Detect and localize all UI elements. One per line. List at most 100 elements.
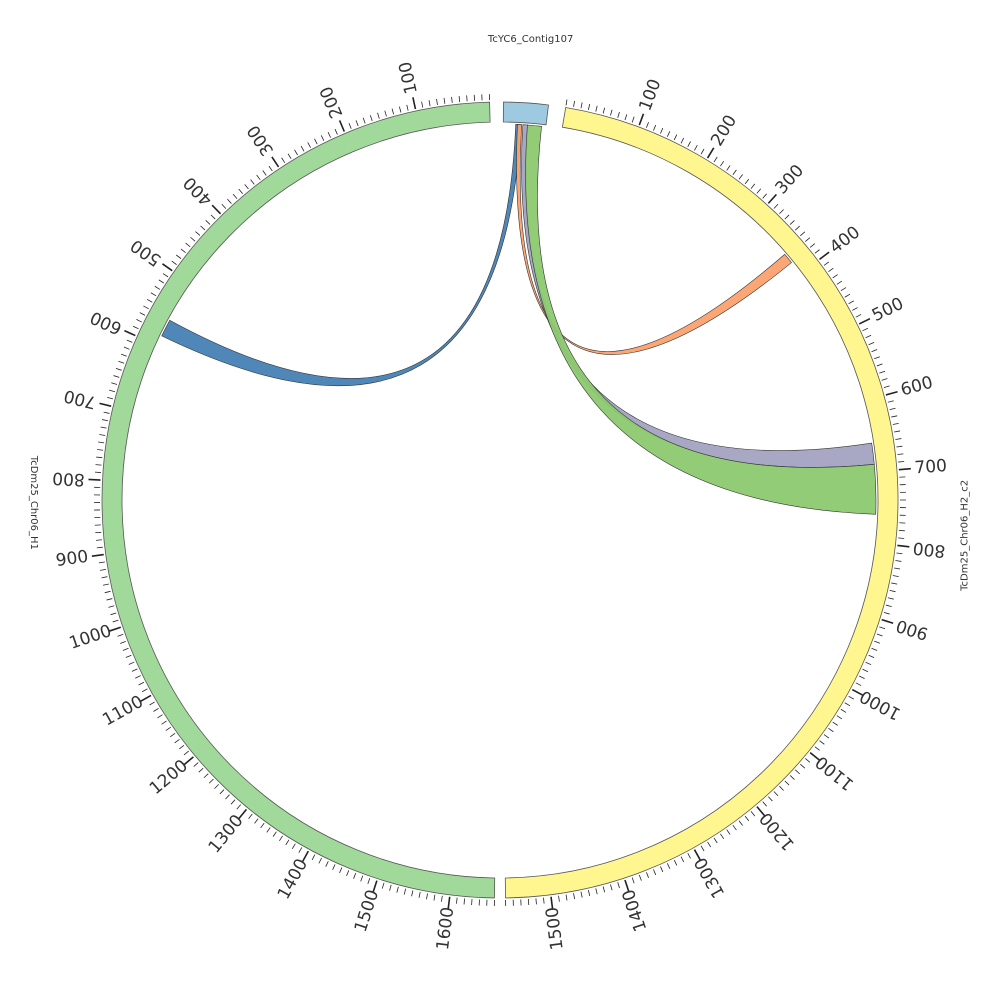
minor-tick [109, 390, 115, 392]
tick-label: 1300 [691, 854, 730, 902]
tick-label: 1300 [205, 811, 248, 857]
minor-tick [151, 293, 156, 296]
minor-tick [269, 166, 272, 171]
minor-tick [653, 125, 655, 131]
tick-label: 1100 [99, 692, 147, 731]
minor-tick [378, 113, 380, 119]
minor-tick [166, 727, 171, 730]
minor-tick [390, 885, 392, 891]
major-tick [141, 695, 151, 701]
minor-tick [824, 262, 829, 266]
minor-tick [877, 364, 883, 366]
minor-tick [820, 741, 825, 745]
minor-tick [407, 105, 408, 111]
major-tick [886, 392, 898, 395]
minor-tick [879, 371, 885, 373]
tick-label: 1400 [619, 887, 652, 934]
minor-tick [660, 866, 662, 871]
minor-tick [610, 110, 612, 116]
minor-tick [382, 883, 384, 889]
minor-tick [874, 641, 880, 643]
minor-tick [701, 149, 704, 154]
minor-tick [745, 179, 749, 184]
minor-tick [714, 157, 717, 162]
major-tick [373, 881, 377, 892]
minor-tick [397, 887, 399, 893]
minor-tick [688, 853, 691, 858]
minor-tick [464, 898, 465, 904]
minor-tick [891, 583, 897, 584]
tick-label: 100 [635, 76, 665, 113]
minor-tick [299, 847, 302, 852]
minor-tick [96, 540, 102, 541]
minor-tick [153, 708, 158, 711]
tick-label: 600 [87, 307, 125, 339]
minor-tick [412, 890, 413, 896]
minor-tick [862, 328, 867, 331]
minor-tick [419, 892, 420, 898]
minor-tick [143, 306, 148, 309]
major-tick [448, 897, 450, 909]
minor-tick [104, 412, 110, 413]
minor-tick [895, 561, 901, 562]
minor-tick [751, 811, 755, 816]
minor-tick [392, 109, 394, 115]
minor-tick [116, 368, 122, 370]
minor-tick [113, 620, 119, 622]
minor-tick [204, 774, 208, 778]
tick-label: 1100 [812, 751, 858, 794]
minor-tick [667, 131, 670, 136]
major-tick [820, 252, 830, 259]
major-tick [768, 194, 776, 203]
minor-tick [385, 111, 387, 117]
minor-tick [800, 764, 805, 768]
minor-tick [140, 313, 145, 316]
tick-label: 1000 [67, 621, 114, 654]
minor-tick [653, 869, 655, 875]
minor-tick [610, 884, 612, 890]
major-tick [92, 555, 104, 557]
minor-tick [886, 605, 892, 607]
minor-tick [774, 204, 778, 208]
major-tick [859, 319, 870, 324]
major-tick [757, 807, 765, 816]
minor-tick [349, 123, 351, 129]
minor-tick [898, 462, 904, 463]
minor-tick [245, 184, 249, 189]
major-tick [303, 851, 309, 862]
minor-tick [452, 97, 453, 103]
minor-tick [856, 314, 861, 317]
minor-tick [142, 689, 147, 692]
major-tick [639, 114, 643, 125]
minor-tick [694, 145, 697, 150]
minor-tick [97, 547, 103, 548]
minor-tick [368, 878, 370, 884]
minor-tick [869, 342, 875, 344]
tick-label: 1000 [857, 686, 905, 724]
minor-tick [862, 669, 867, 672]
minor-tick [896, 553, 902, 554]
minor-tick [815, 250, 820, 254]
minor-tick [779, 786, 783, 790]
minor-tick [437, 99, 438, 105]
minor-tick [872, 350, 878, 352]
minor-tick [105, 591, 111, 592]
minor-tick [897, 454, 903, 455]
major-tick [109, 627, 120, 631]
minor-tick [805, 758, 810, 762]
minor-tick [882, 379, 888, 381]
minor-tick [674, 860, 677, 865]
minor-tick [879, 627, 885, 629]
minor-tick [639, 875, 641, 881]
tick-label: 200 [707, 112, 741, 150]
minor-tick [720, 161, 723, 166]
chromosome-label-h1: TcDm25_Chr06_H1 [28, 455, 39, 550]
minor-tick [279, 836, 282, 841]
minor-tick [849, 696, 854, 699]
tick-label: 600 [899, 373, 936, 401]
minor-tick [895, 439, 901, 440]
minor-tick [99, 434, 105, 435]
minor-tick [399, 107, 400, 113]
